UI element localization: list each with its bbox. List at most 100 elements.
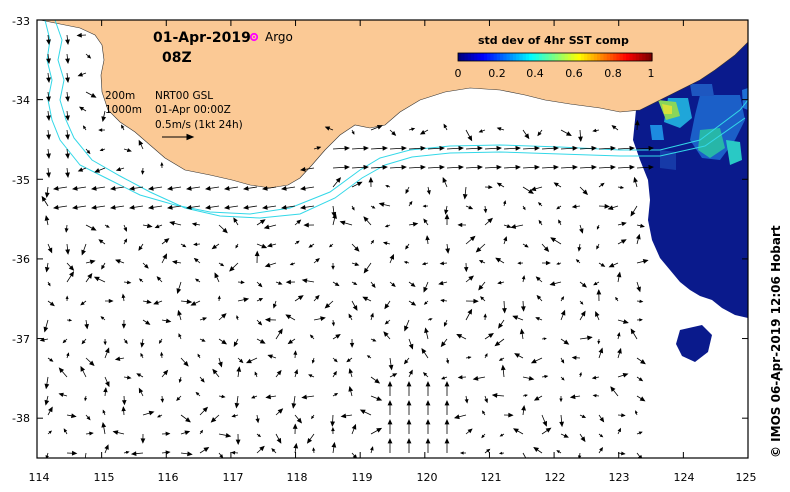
- current-arrowhead: [121, 400, 127, 406]
- current-arrowhead: [254, 250, 260, 257]
- current-arrowhead: [296, 417, 303, 424]
- current-arrowhead: [638, 377, 644, 382]
- current-arrowhead: [315, 258, 320, 263]
- current-arrowhead: [467, 135, 473, 142]
- current-arrowhead: [80, 301, 85, 306]
- current-arrowhead: [46, 172, 51, 178]
- current-arrowhead: [91, 185, 97, 191]
- colorbar-tick: 0.4: [526, 67, 544, 80]
- current-arrowhead: [444, 400, 450, 406]
- current-arrowhead: [72, 204, 78, 210]
- current-arrowhead: [266, 242, 273, 248]
- current-arrowhead: [91, 204, 97, 210]
- current-arrowhead: [348, 368, 354, 374]
- current-arrowhead: [387, 400, 393, 406]
- current-arrowhead: [372, 338, 377, 342]
- current-arrowhead: [81, 249, 86, 256]
- current-arrowhead: [333, 358, 338, 363]
- current-arrowhead: [537, 202, 542, 206]
- current-arrowhead: [221, 313, 227, 319]
- current-arrowhead: [560, 296, 565, 300]
- current-arrowhead: [611, 125, 617, 130]
- current-arrowhead: [308, 244, 313, 248]
- current-arrowhead: [295, 240, 300, 244]
- current-arrowhead: [225, 432, 232, 438]
- colorbar-segment: [464, 53, 469, 61]
- current-arrowhead: [374, 378, 381, 384]
- current-arrowhead: [354, 262, 360, 266]
- current-arrowhead: [86, 54, 92, 59]
- x-axis: 114 115 116 117 118 119 120 121 122 123 …: [29, 471, 757, 484]
- current-arrowhead: [171, 260, 178, 265]
- current-arrowhead: [352, 305, 358, 311]
- colorbar-segment: [587, 53, 592, 61]
- current-arrowhead: [544, 374, 549, 379]
- x-tick-label: 117: [223, 471, 244, 484]
- current-arrowhead: [497, 280, 502, 285]
- current-arrowhead: [634, 410, 638, 414]
- current-arrowhead: [610, 386, 616, 392]
- current-arrowhead: [530, 186, 537, 192]
- current-arrowhead: [278, 281, 283, 285]
- current-arrowhead: [110, 204, 116, 210]
- current-arrowhead: [300, 185, 306, 191]
- current-arrowhead: [105, 381, 110, 388]
- current-arrowhead: [262, 185, 268, 191]
- current-arrowhead: [316, 146, 322, 150]
- current-arrowhead: [349, 342, 355, 348]
- current-arrowhead: [219, 454, 224, 458]
- current-arrowhead: [41, 195, 47, 202]
- current-arrowhead: [621, 413, 626, 418]
- current-arrowhead: [89, 259, 96, 265]
- current-arrowhead: [403, 261, 408, 264]
- current-arrowhead: [191, 222, 197, 227]
- x-tick-label: 122: [545, 471, 566, 484]
- current-arrowhead: [144, 264, 149, 269]
- current-arrowhead: [559, 421, 565, 428]
- current-arrowhead: [140, 170, 145, 175]
- current-arrowhead: [281, 185, 287, 191]
- current-arrowhead: [53, 204, 59, 210]
- current-arrowhead: [84, 323, 89, 330]
- current-arrowhead: [121, 293, 126, 299]
- current-arrowhead: [39, 337, 45, 342]
- colorbar-segment: [577, 53, 582, 61]
- current-arrowhead: [569, 394, 576, 400]
- current-arrowhead: [324, 126, 331, 131]
- current-arrowhead: [458, 145, 464, 151]
- x-tick-label: 116: [158, 471, 179, 484]
- current-arrowhead: [320, 316, 326, 322]
- current-arrowhead: [384, 303, 390, 310]
- current-arrowhead: [309, 334, 314, 339]
- current-arrowhead: [410, 282, 416, 287]
- y-tick-label: -37: [12, 333, 30, 346]
- current-arrowhead: [556, 205, 561, 210]
- colorbar-segment: [467, 53, 472, 61]
- current-arrowhead: [193, 242, 198, 247]
- x-tick-label: 115: [94, 471, 115, 484]
- current-arrowhead: [190, 301, 197, 306]
- colorbar-frame: [457, 52, 653, 62]
- current-arrowhead: [515, 164, 521, 170]
- current-arrowhead: [581, 414, 587, 418]
- colorbar-segment: [493, 53, 498, 61]
- current-arrowhead: [506, 224, 512, 229]
- current-arrowhead: [533, 446, 540, 453]
- current-arrowhead: [593, 281, 598, 286]
- current-arrowhead: [148, 410, 155, 416]
- current-arrowhead: [254, 371, 258, 376]
- current-arrowhead: [245, 358, 252, 364]
- current-arrowhead: [406, 419, 412, 425]
- current-arrowhead: [477, 145, 483, 151]
- colorbar-segment: [622, 53, 627, 61]
- current-arrowhead: [165, 431, 171, 436]
- contour-1000m: [54, 20, 746, 219]
- map-date: 01-Apr-2019: [153, 30, 251, 46]
- current-arrowhead: [124, 340, 128, 345]
- credit-label: © IMOS 06-Apr-2019 12:06 Hobart: [769, 225, 783, 458]
- current-arrowhead: [630, 328, 636, 335]
- current-arrowhead: [572, 145, 578, 151]
- current-arrowhead: [500, 364, 506, 371]
- colorbar-tick: 0.6: [565, 67, 583, 80]
- current-arrowhead: [130, 451, 137, 457]
